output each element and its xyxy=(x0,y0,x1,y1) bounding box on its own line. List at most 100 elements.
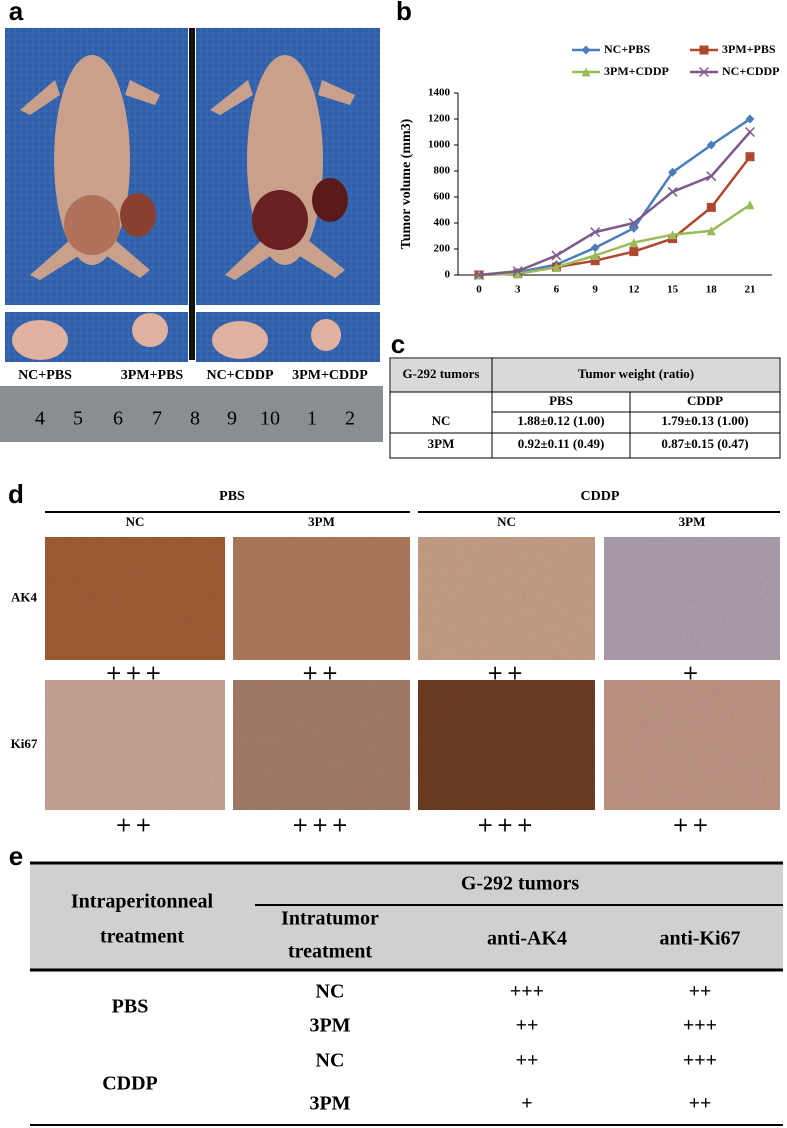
label: CDDP xyxy=(687,393,723,408)
marker xyxy=(744,126,756,138)
marker xyxy=(590,227,601,238)
ihc-image xyxy=(418,680,595,810)
marker xyxy=(706,226,716,236)
label: NC xyxy=(316,981,345,1003)
marker xyxy=(706,140,716,150)
label: Tumor weight (ratio) xyxy=(578,366,694,381)
marker xyxy=(513,269,523,279)
panel-letter: b xyxy=(396,0,412,26)
label: AK4 xyxy=(11,589,38,604)
marker xyxy=(581,67,591,77)
panel-letter: e xyxy=(9,841,23,871)
label: anti-AK4 xyxy=(487,928,567,950)
ihc-image xyxy=(604,680,780,810)
series-line xyxy=(478,131,751,277)
label: NC xyxy=(126,514,145,529)
mouse xyxy=(210,55,355,280)
series-line xyxy=(478,203,751,277)
photo-label: 3PM+PBS xyxy=(121,368,184,383)
x-tick-label: 15 xyxy=(667,284,679,296)
marker xyxy=(629,247,639,257)
marker xyxy=(473,269,485,281)
score: +++ xyxy=(292,813,351,837)
marker xyxy=(551,262,561,272)
x-tick-label: 18 xyxy=(706,284,718,296)
photo-label: NC+CDDP xyxy=(206,368,274,383)
legend-label: NC+CDDP xyxy=(722,64,780,78)
marker xyxy=(745,152,755,162)
label: 3PM xyxy=(309,1093,350,1115)
label: ++ xyxy=(689,1093,712,1115)
marker xyxy=(667,186,678,197)
label: ++ xyxy=(516,1015,539,1037)
y-tick-label: 1000 xyxy=(428,139,451,151)
legend-label: NC+PBS xyxy=(604,42,651,56)
label: PBS xyxy=(549,393,573,408)
marker xyxy=(706,202,716,212)
marker xyxy=(698,66,710,78)
panel-letter: d xyxy=(8,479,24,509)
marker xyxy=(581,45,591,55)
x-tick-label: 21 xyxy=(745,284,756,296)
ihc-image xyxy=(45,537,225,660)
ruler-number: 4 xyxy=(35,408,45,430)
panel-letter: a xyxy=(9,0,24,26)
marker xyxy=(590,251,600,260)
x-tick-label: 3 xyxy=(515,284,521,296)
label: PBS xyxy=(112,996,149,1018)
label: 3PM xyxy=(428,436,455,451)
label: CDDP xyxy=(581,489,620,504)
label: Intratumor xyxy=(281,908,379,930)
label: +++ xyxy=(510,981,544,1003)
label: ++ xyxy=(689,981,712,1003)
label: treatment xyxy=(100,926,184,948)
label: PBS xyxy=(219,489,245,504)
tumors xyxy=(12,313,341,360)
y-axis-label: Tumor volume (mm3) xyxy=(399,118,414,249)
ruler xyxy=(0,386,383,442)
marker xyxy=(668,230,678,240)
label: CDDP xyxy=(102,1073,158,1095)
legend-label: 3PM+PBS xyxy=(722,42,776,56)
marker xyxy=(590,256,600,266)
label: 3PM xyxy=(309,1015,350,1037)
photo-label: NC+PBS xyxy=(18,368,72,383)
panel-a-photos xyxy=(0,28,383,442)
score: ++ xyxy=(115,813,155,837)
score: ++ xyxy=(672,813,712,837)
label: NC xyxy=(432,413,451,428)
ruler-number: 9 xyxy=(227,408,237,430)
ruler-number: 10 xyxy=(260,408,280,430)
ihc-image xyxy=(233,680,410,810)
score: + xyxy=(682,661,702,685)
legend-label: 3PM+CDDP xyxy=(604,64,669,78)
marker xyxy=(706,171,717,182)
ruler-number: 1 xyxy=(307,408,317,430)
label: treatment xyxy=(288,941,372,963)
label: NC xyxy=(497,514,516,529)
label: 1.79±0.13 (1.00) xyxy=(661,413,748,428)
marker xyxy=(629,238,639,247)
y-tick-label: 200 xyxy=(434,243,451,255)
marker xyxy=(590,243,600,253)
ihc-image xyxy=(233,537,410,660)
label: G-292 tumors xyxy=(461,873,580,895)
y-tick-label: 800 xyxy=(434,165,451,177)
panel-letter: c xyxy=(391,329,405,359)
marker xyxy=(745,200,755,210)
ruler-number: 2 xyxy=(345,408,355,430)
label: NC xyxy=(316,1050,345,1072)
label: 0.87±0.15 (0.47) xyxy=(661,436,748,451)
marker xyxy=(512,266,523,277)
label: 3PM xyxy=(308,514,335,529)
label: anti-Ki67 xyxy=(659,928,740,950)
label: +++ xyxy=(683,1015,717,1037)
tumor-volume-chart: 0 200 400 600 800 1000 1200 1400 0 3 6 9 12 15 18 21 Tum… xyxy=(399,42,779,296)
y-tick-label: 400 xyxy=(434,217,451,229)
label: ++ xyxy=(516,1050,539,1072)
marker xyxy=(551,250,562,261)
separator xyxy=(189,28,195,360)
x-tick-label: 9 xyxy=(592,284,598,296)
